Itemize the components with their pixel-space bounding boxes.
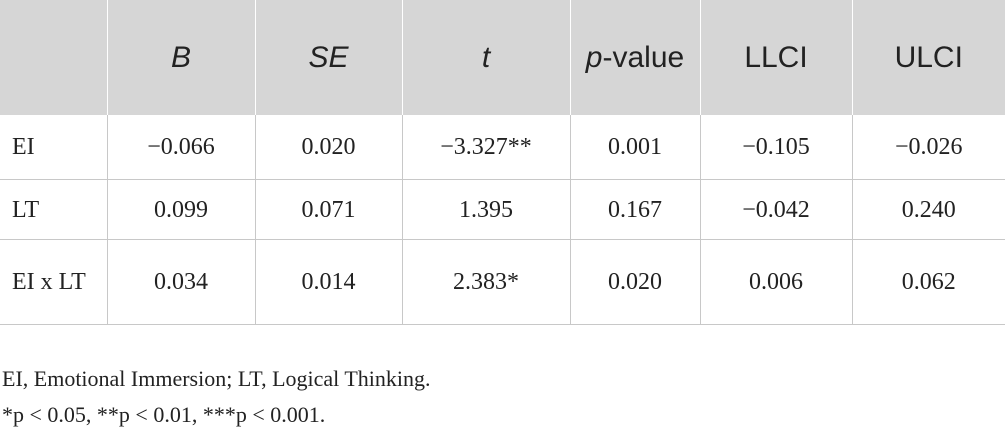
- table-row: EI x LT 0.034 0.014 2.383* 0.020 0.006 0.062: [0, 239, 1005, 325]
- header-cell: LLCI: [699, 0, 852, 115]
- table-cell: 0.071: [254, 179, 403, 240]
- row-label: LT: [0, 179, 108, 240]
- table-cell: −0.105: [699, 115, 853, 180]
- table-cell: 0.020: [569, 239, 701, 325]
- footnote: *p < 0.05, **p < 0.01, ***p < 0.001.: [2, 402, 326, 427]
- table-cell: −0.042: [699, 179, 853, 240]
- table-cell: 0.001: [569, 115, 701, 180]
- results-table: B SE t p-value LLCI ULCI EI −0.066 0.020 −3…: [0, 0, 1005, 325]
- header-text: -value: [602, 40, 685, 74]
- table-body: EI −0.066 0.020 −3.327** 0.001 −0.105 −0.026 LT…: [0, 115, 1005, 325]
- table-row: LT 0.099 0.071 1.395 0.167 −0.042 0.240: [0, 179, 1005, 240]
- header-cell: p-value: [569, 0, 700, 115]
- header-cell: B: [106, 0, 255, 115]
- header-row: B SE t p-value LLCI ULCI: [0, 0, 1005, 115]
- table-cell: 0.099: [106, 179, 256, 240]
- header-cell: SE: [254, 0, 402, 115]
- table-cell: 0.062: [851, 239, 1005, 325]
- header-cell: ULCI: [851, 0, 1005, 115]
- table-cell: 0.006: [699, 239, 853, 325]
- table-cell: 2.383*: [401, 239, 571, 325]
- table-row: EI −0.066 0.020 −3.327** 0.001 −0.105 −0.026: [0, 115, 1005, 180]
- table-cell: 0.020: [254, 115, 403, 180]
- header-cell: t: [401, 0, 570, 115]
- table-cell: −0.066: [106, 115, 256, 180]
- footnotes: EI, Emotional Immersion; LT, Logical Thi…: [0, 361, 1005, 433]
- header-text: p: [585, 40, 603, 74]
- table-cell: 0.034: [106, 239, 256, 325]
- row-label: EI x LT: [0, 239, 108, 325]
- row-label: EI: [0, 115, 108, 180]
- table-cell: 0.240: [851, 179, 1005, 240]
- table-cell: −3.327**: [401, 115, 571, 180]
- table-cell: −0.026: [851, 115, 1005, 180]
- table-cell: 1.395: [401, 179, 571, 240]
- footnote: EI, Emotional Immersion; LT, Logical Thi…: [2, 366, 431, 391]
- table-cell: 0.014: [254, 239, 403, 325]
- table-cell: 0.167: [569, 179, 701, 240]
- header-cell: [0, 0, 107, 115]
